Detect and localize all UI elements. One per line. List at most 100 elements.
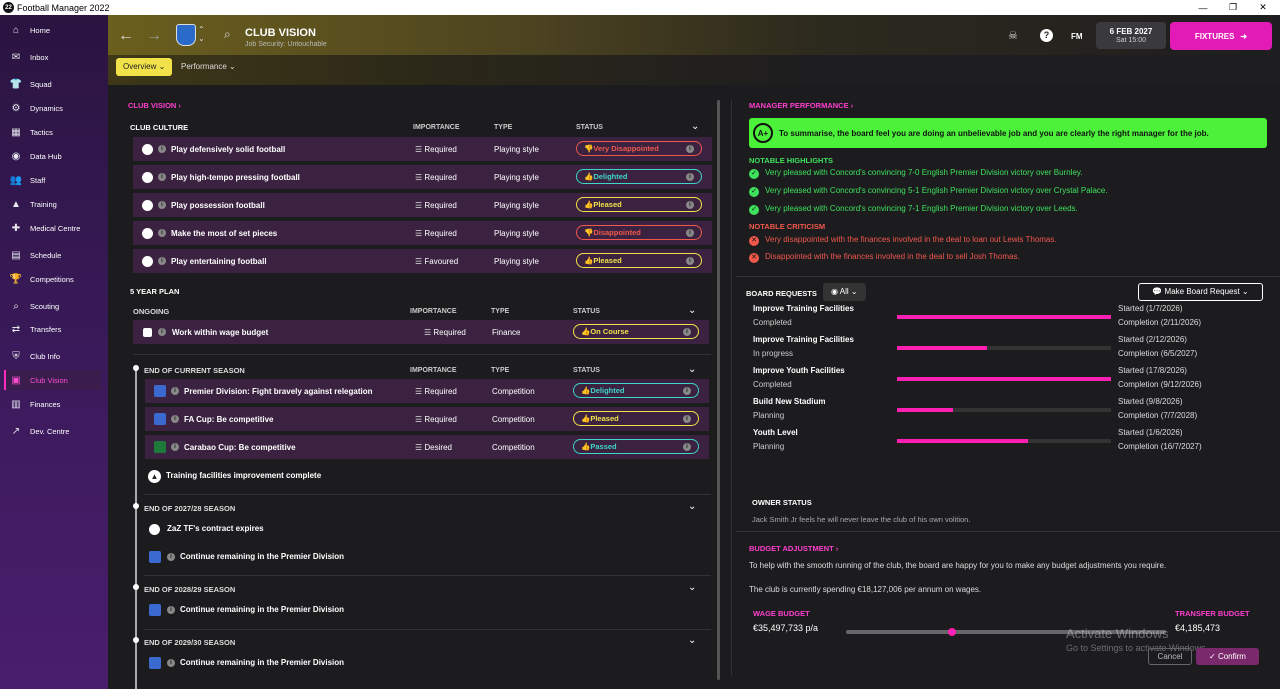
chevron-down-icon[interactable]: ⌄ — [688, 635, 697, 646]
sidebar-item-staff[interactable]: 👥 Staff — [4, 170, 101, 190]
status-badge[interactable]: 👎 Disappointed i — [576, 225, 702, 240]
info-icon[interactable]: i — [686, 228, 694, 237]
help-button[interactable]: ? — [1040, 29, 1053, 42]
thumbs-down-icon: ✕ — [749, 236, 759, 246]
sidebar-item-tactics[interactable]: ▦ Tactics — [4, 122, 101, 142]
slider-knob[interactable] — [947, 628, 956, 636]
info-icon[interactable]: i — [171, 387, 179, 395]
sidebar-item-scouting[interactable]: ⌕ Scouting — [4, 296, 101, 316]
sidebar-item-schedule[interactable]: ▤ Schedule — [4, 245, 101, 265]
sidebar-item-squad[interactable]: 👕 Squad — [4, 74, 101, 94]
type-value: Playing style — [494, 145, 539, 154]
info-icon[interactable]: i — [683, 386, 691, 395]
info-icon[interactable]: i — [686, 172, 694, 181]
fixtures-button[interactable]: FIXTURES ➜ — [1170, 22, 1272, 50]
status-badge[interactable]: 👍 Delighted i — [576, 169, 702, 184]
objective-row[interactable]: i Play entertaining football ☰ Favoured Pla… — [133, 249, 712, 273]
finances-icon: ▥ — [11, 398, 21, 410]
sidebar-item-dev-centre[interactable]: ↗ Dev. Centre — [4, 421, 101, 441]
objective-row[interactable]: i Carabao Cup: Be competitive ☰ Desired Com… — [145, 435, 709, 459]
date-display[interactable]: 6 FEB 2027 Sat 15:00 — [1096, 22, 1166, 49]
sidebar-item-inbox[interactable]: ✉ Inbox — [4, 47, 101, 67]
minimize-button[interactable]: — — [1198, 2, 1208, 13]
criticism-text: Disappointed with the finances involved … — [765, 252, 1020, 261]
info-icon[interactable]: i — [158, 257, 166, 265]
objective-row[interactable]: i Play high-tempo pressing football ☰ Requ… — [133, 165, 712, 189]
criticism-text: Very disappointed with the finances invo… — [765, 235, 1057, 244]
status-badge[interactable]: 👍 Pleased i — [576, 197, 702, 212]
importance-value: ☰ Required — [415, 387, 457, 396]
info-icon[interactable]: i — [686, 256, 694, 265]
info-icon[interactable]: i — [171, 415, 179, 423]
status-badge[interactable]: 👍 Pleased i — [573, 411, 699, 426]
objective-row[interactable]: i Play defensively solid football ☰ Requir… — [133, 137, 712, 161]
status-badge[interactable]: 👍 Delighted i — [573, 383, 699, 398]
info-icon[interactable]: i — [686, 144, 694, 153]
chevron-down-icon[interactable]: ⌄ — [688, 364, 697, 375]
info-icon[interactable]: i — [686, 200, 694, 209]
info-icon[interactable]: i — [158, 145, 166, 153]
sidebar-item-label: Staff — [30, 175, 46, 185]
chevron-down-icon[interactable]: ⌄ — [691, 121, 700, 132]
maximize-button[interactable]: ❐ — [1228, 2, 1238, 12]
tactics-icon: ▦ — [11, 126, 21, 138]
budget-adjustment-link[interactable]: BUDGET ADJUSTMENT › — [749, 544, 839, 553]
club-switch-arrows-icon[interactable]: ⌃ ⌄ — [198, 25, 205, 43]
sidebar-item-data-hub[interactable]: ◉ Data Hub — [4, 146, 101, 166]
manager-performance-link[interactable]: MANAGER PERFORMANCE › — [749, 101, 854, 110]
objective-name: Play defensively solid football — [171, 144, 286, 154]
status-badge[interactable]: 👍 Passed i — [573, 439, 699, 454]
chevron-down-icon[interactable]: ⌄ — [688, 582, 697, 593]
info-icon[interactable]: i — [158, 201, 166, 209]
sidebar-item-competitions[interactable]: 🏆 Competitions — [4, 269, 101, 289]
club-badge[interactable] — [176, 24, 196, 46]
skull-icon[interactable]: ☠ — [1008, 30, 1018, 42]
close-window-button[interactable]: ✕ — [1259, 2, 1267, 12]
sidebar-item-dynamics[interactable]: ⚙ Dynamics — [4, 98, 101, 118]
info-icon[interactable]: i — [158, 229, 166, 237]
sidebar-item-club-vision[interactable]: ▣ Club Vision — [4, 370, 101, 390]
status-badge[interactable]: 👎 Very Disappointed i — [576, 141, 702, 156]
sidebar-item-club-info[interactable]: ⛨ Club Info — [4, 346, 101, 366]
objective-row[interactable]: i FA Cup: Be competitive ☰ Required Competi… — [145, 407, 709, 431]
info-icon[interactable]: i — [683, 327, 691, 336]
chevron-down-icon[interactable]: ⌄ — [688, 501, 697, 512]
search-button[interactable]: ⌕ — [224, 27, 231, 41]
sidebar-item-training[interactable]: ▲ Training — [4, 194, 101, 214]
forward-button[interactable]: → — [146, 27, 162, 44]
sub-header: Overview ⌄ Performance ⌄ — [108, 55, 1280, 85]
objective-row[interactable]: i Play possession football ☰ Required Playi… — [133, 193, 712, 217]
confirm-button[interactable]: ✓ Confirm — [1196, 648, 1259, 665]
info-icon[interactable]: i — [158, 173, 166, 181]
info-icon[interactable]: i — [167, 659, 175, 667]
ongoing-row[interactable]: i Work within wage budget ☰ Required Fin… — [133, 320, 709, 344]
tab-performance[interactable]: Performance ⌄ — [181, 62, 236, 71]
sidebar-item-home[interactable]: ⌂ Home — [4, 20, 101, 40]
sidebar-item-transfers[interactable]: ⇄ Transfers — [4, 319, 101, 339]
info-icon[interactable]: i — [167, 606, 175, 614]
info-icon[interactable]: i — [683, 414, 691, 423]
type-value: Playing style — [494, 229, 539, 238]
cancel-button[interactable]: Cancel — [1148, 648, 1192, 665]
fm-button[interactable]: FM — [1071, 32, 1083, 41]
club-vision-link[interactable]: CLUB VISION › — [128, 101, 181, 110]
info-icon[interactable]: i — [158, 328, 166, 336]
sidebar-item-medical-centre[interactable]: ✚ Medical Centre — [4, 218, 101, 238]
filter-dropdown[interactable]: ◉ All ⌄ — [823, 283, 866, 301]
tab-overview[interactable]: Overview ⌄ — [116, 58, 173, 76]
objective-row[interactable]: i Premier Division: Fight bravely against… — [145, 379, 709, 403]
sidebar-item-finances[interactable]: ▥ Finances — [4, 394, 101, 414]
status-badge[interactable]: 👍 Pleased i — [576, 253, 702, 268]
chevron-down-icon[interactable]: ⌄ — [688, 305, 697, 316]
scrollbar[interactable] — [717, 100, 720, 680]
info-icon[interactable]: i — [171, 443, 179, 451]
objective-row[interactable]: i Make the most of set pieces ☰ Required Pl… — [133, 221, 712, 245]
info-icon[interactable]: i — [167, 553, 175, 561]
info-icon[interactable]: i — [683, 442, 691, 451]
status-badge[interactable]: 👍 On Course i — [573, 324, 699, 339]
time: Sat 15:00 — [1116, 37, 1146, 44]
budget-slider[interactable] — [846, 628, 1166, 636]
back-button[interactable]: ← — [118, 27, 134, 44]
thumbs-up-icon: 👍 — [581, 327, 591, 336]
make-board-request-button[interactable]: 💬 Make Board Request ⌄ — [1138, 283, 1263, 301]
